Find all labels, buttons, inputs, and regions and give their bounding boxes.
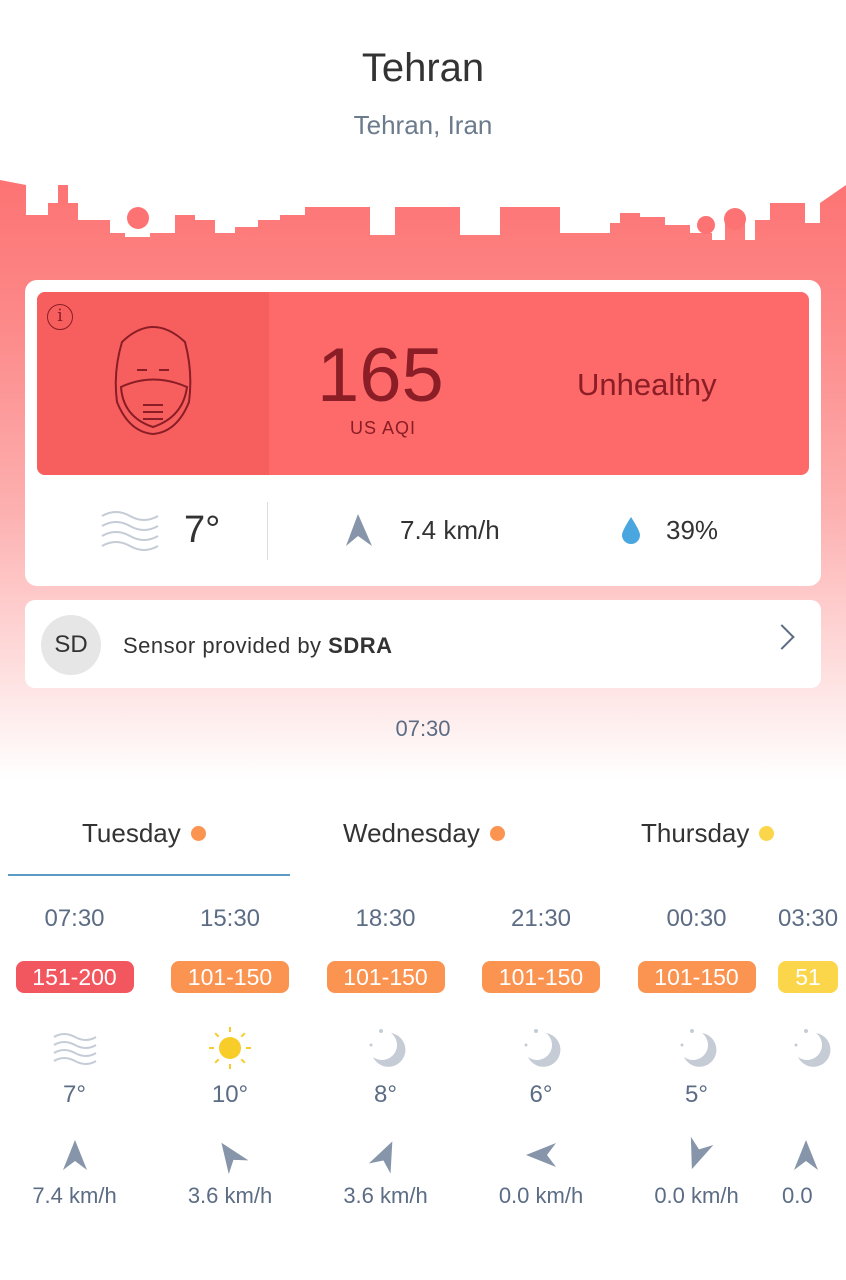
wind-direction-icon (677, 1135, 717, 1175)
wind-direction-icon (210, 1135, 250, 1175)
forecast-column: 03:30 51 0.0 (778, 905, 844, 1209)
wind-direction-icon (346, 514, 372, 546)
forecast-column: 15:30 101-150 10° 3.6 km/h (153, 905, 308, 1209)
forecast-wind-speed: 3.6 km/h (187, 1183, 273, 1208)
humidity-drop-icon (622, 517, 640, 544)
tab-label: Thursday (641, 818, 750, 848)
fog-icon (50, 1023, 100, 1073)
aqi-dot (190, 826, 206, 841)
wind-direction-icon (521, 1135, 561, 1175)
face-mask-icon (37, 292, 269, 475)
forecast-time: 00:30 (666, 905, 727, 932)
aqi-status: Unhealthy (577, 367, 717, 402)
forecast-wind-speed: 7.4 km/h (32, 1183, 117, 1208)
updated-time: 07:30 (395, 716, 451, 741)
forecast-column: 18:30 101-150 8° 3.6 km/h (308, 905, 463, 1209)
tab-thursday[interactable]: Thursday (641, 818, 775, 849)
forecast-column: 21:30 101-150 6° 0.0 km/h (464, 905, 619, 1209)
sun-icon (205, 1023, 255, 1073)
moon-icon (516, 1023, 566, 1073)
sensor-text: Sensor provided by SDRA (123, 633, 393, 659)
sensor-prefix: Sensor provided by (123, 633, 329, 658)
current-humidity: 39% (666, 514, 719, 545)
forecast-wind-speed: 3.6 km/h (343, 1183, 428, 1208)
wind-direction-icon (55, 1135, 95, 1175)
chevron-right-icon (769, 624, 795, 650)
city-title: Tehran (361, 46, 485, 90)
aqi-range-badge: 101-150 (326, 961, 445, 993)
forecast-temperature (778, 1081, 844, 1109)
forecast-temperature: 6° (529, 1081, 553, 1108)
current-temperature: 7° (184, 508, 221, 551)
aqi-banner[interactable]: i 165 US AQI Unhealthy (37, 292, 809, 475)
aqi-range-badge: 101-150 (637, 961, 756, 993)
tab-tuesday[interactable]: Tuesday (82, 818, 206, 849)
aqi-unit: US AQI (350, 418, 417, 438)
wind-direction-icon (786, 1135, 826, 1175)
moon-icon (672, 1023, 722, 1073)
forecast-temperature: 10° (211, 1081, 249, 1108)
info-icon[interactable]: i (47, 304, 73, 330)
forecast-time: 07:30 (44, 905, 105, 932)
temperature-group: 7° (100, 500, 220, 560)
forecast-time: 21:30 (510, 905, 572, 932)
aqi-dot (759, 826, 775, 841)
aqi-range-badge: 51 (778, 961, 838, 993)
forecast-wind-speed: 0.0 km/h (654, 1183, 739, 1208)
forecast-column: 00:30 101-150 5° 0.0 km/h (619, 905, 774, 1209)
forecast-wind-speed: 0.0 km/h (498, 1183, 584, 1208)
city-skyline (0, 175, 846, 240)
fog-icon (101, 511, 159, 551)
forecast-column: 07:30 151-200 7° 7.4 km/h (0, 905, 152, 1209)
aqi-card: i 165 US AQI Unhealthy 7° 7.4 km/h 39% (25, 280, 821, 586)
forecast-time: 03:30 (778, 905, 839, 932)
sensor-provider-row[interactable]: SD Sensor provided by SDRA (25, 600, 821, 688)
forecast-time: 18:30 (355, 905, 416, 932)
selected-tab-indicator (8, 874, 290, 876)
forecast-wind-speed: 0.0 (782, 1183, 813, 1208)
current-wind-speed: 7.4 km/h (400, 514, 500, 545)
forecast-temperature: 5° (685, 1081, 708, 1108)
aqi-range-badge: 101-150 (482, 961, 600, 993)
aqi-dot (489, 826, 505, 841)
forecast-time: 15:30 (199, 905, 261, 932)
forecast-temperature: 7° (63, 1081, 86, 1108)
aqi-range-badge: 101-150 (171, 961, 289, 993)
moon-icon (361, 1023, 411, 1073)
tab-label: Wednesday (343, 818, 480, 848)
tab-wednesday[interactable]: Wednesday (343, 818, 505, 849)
location-subtitle: Tehran, Iran (353, 110, 493, 140)
forecast-temperature: 8° (374, 1081, 397, 1108)
aqi-value: 165 (317, 333, 444, 418)
aqi-range-badge: 151-200 (15, 961, 134, 993)
provider-avatar: SD (41, 615, 101, 675)
day-tabs: Tuesday Wednesday Thursday (0, 818, 846, 878)
tab-label: Tuesday (82, 818, 181, 848)
moon-icon (786, 1023, 836, 1073)
wind-group: 7.4 km/h (340, 500, 500, 560)
wind-direction-icon (366, 1135, 406, 1175)
humidity-group: 39% (620, 500, 718, 560)
sensor-provider: SDRA (328, 633, 393, 658)
divider (267, 502, 268, 560)
